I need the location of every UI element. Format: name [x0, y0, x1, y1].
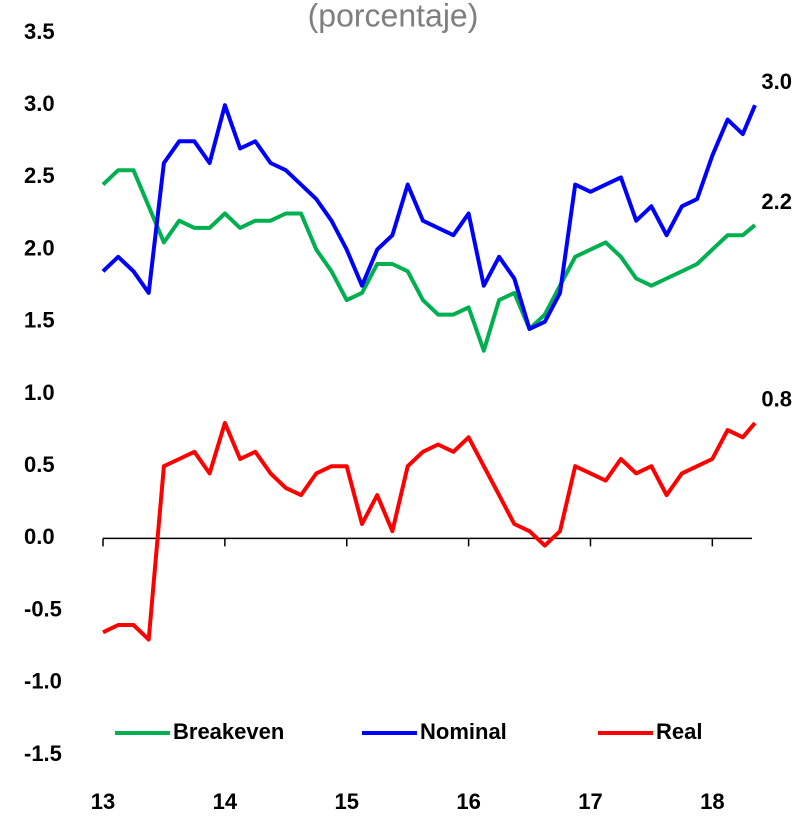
- y-tick-label: -0.5: [24, 596, 62, 621]
- x-tick-label: 15: [334, 789, 358, 814]
- series-line: [101, 168, 757, 353]
- x-tick-label: 16: [456, 789, 480, 814]
- legend-label: Real: [656, 719, 702, 744]
- x-tick-label: 18: [700, 789, 724, 814]
- y-tick-label: 1.5: [24, 308, 55, 333]
- legend-label: Breakeven: [173, 719, 284, 744]
- y-tick-label: 3.5: [24, 19, 55, 44]
- series-line: [102, 420, 757, 642]
- value-label: 2.2: [761, 189, 792, 214]
- x-tick-label: 17: [578, 789, 602, 814]
- y-tick-label: 2.5: [24, 163, 55, 188]
- chart-title: (porcentaje): [308, 0, 479, 33]
- y-tick-label: 3.0: [24, 91, 55, 116]
- y-tick-label: 0.5: [24, 452, 55, 477]
- value-label: 3.0: [761, 69, 792, 94]
- x-tick-label: 14: [213, 789, 238, 814]
- y-tick-label: 2.0: [24, 235, 55, 260]
- legend-label: Nominal: [420, 719, 507, 744]
- y-tick-label: 1.0: [24, 380, 55, 405]
- y-tick-label: -1.0: [24, 669, 62, 694]
- series-line: [101, 103, 757, 331]
- y-tick-label: 0.0: [24, 524, 55, 549]
- y-tick-label: -1.5: [24, 741, 62, 766]
- x-tick-label: 13: [91, 789, 115, 814]
- value-label: 0.8: [761, 387, 792, 412]
